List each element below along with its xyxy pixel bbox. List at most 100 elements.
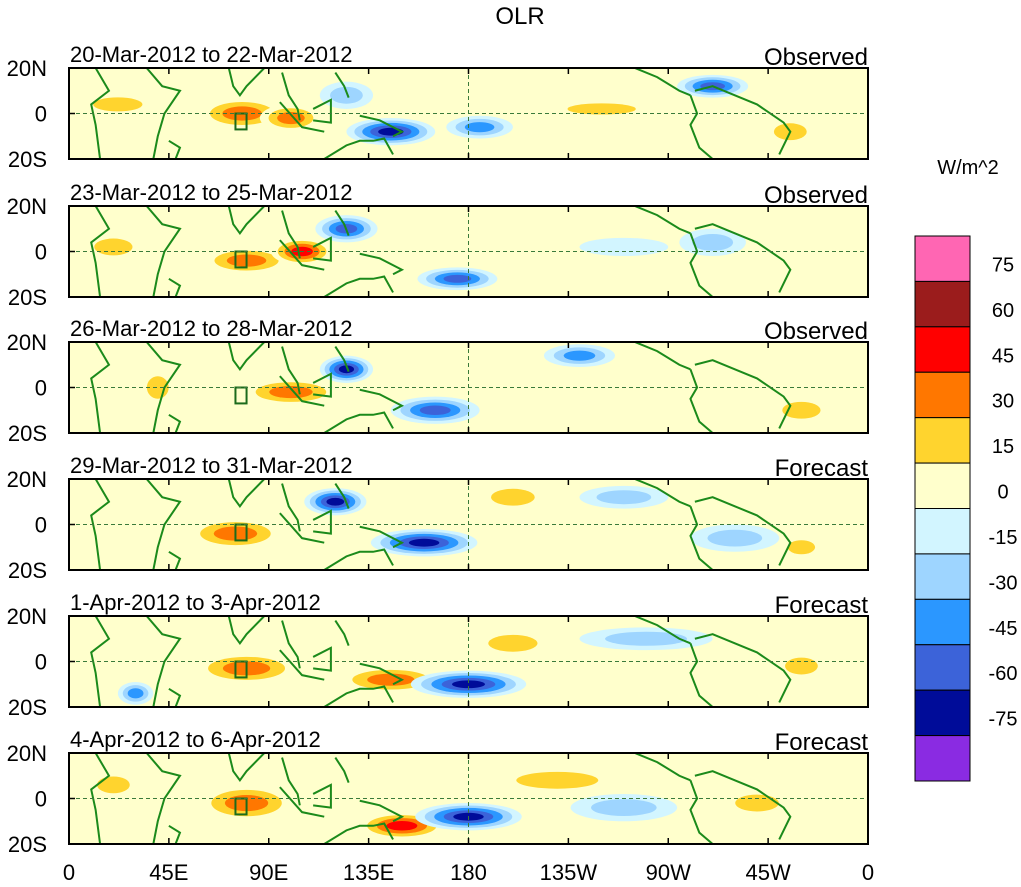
panel-label: Forecast (775, 592, 869, 619)
y-tick-label: 0 (35, 376, 47, 401)
coastline (634, 616, 691, 645)
olr-anomaly-cell (269, 385, 313, 399)
reference-box (234, 386, 248, 405)
coastline (689, 642, 714, 707)
olr-anomaly-cell (443, 274, 472, 283)
coastline (281, 346, 301, 395)
colorbar: W/m^2 75 60 45 30 15 0 -15 -30 -45 -60 -75 (914, 157, 1018, 782)
coastline (694, 359, 792, 429)
olr-anomaly-cell (605, 631, 688, 646)
olr-anomaly-cell (408, 538, 440, 547)
coastline (166, 824, 182, 844)
x-axis: 0 45E 90E 135E 180 135W 90W 45W 0 (63, 860, 874, 885)
olr-anomaly-cell (464, 122, 495, 133)
olr-anomaly-cell (563, 350, 596, 361)
coastline (145, 342, 182, 433)
panel-period: 23-Mar-2012 to 25-Mar-2012 (70, 180, 352, 205)
olr-anomaly-cell (596, 490, 652, 505)
colorbar-swatch (914, 553, 971, 600)
y-tick-label: 20N (7, 467, 47, 492)
coastline (281, 757, 301, 806)
colorbar-swatch (914, 280, 971, 328)
coastline (694, 496, 792, 566)
coastline (145, 68, 182, 159)
olr-anomaly-cell (707, 529, 763, 547)
x-tick-label: 90E (249, 860, 288, 885)
reference-box (234, 250, 248, 269)
olr-anomaly-cell (386, 821, 418, 831)
colorbar-units: W/m^2 (937, 157, 999, 179)
olr-anomaly-cell (785, 657, 818, 675)
reference-box (234, 523, 248, 542)
colorbar-label: -45 (989, 618, 1018, 640)
olr-anomaly-cell (782, 401, 821, 419)
y-tick-label: 0 (35, 102, 47, 127)
coastlines (90, 68, 792, 159)
coastline (279, 786, 325, 818)
coastline (279, 375, 325, 407)
coastline (334, 483, 350, 509)
x-tick-label: 135E (343, 860, 394, 885)
coastline (90, 206, 111, 297)
x-tick-label: 90W (646, 860, 691, 885)
coastline (359, 252, 405, 276)
coastline (634, 342, 691, 371)
coastline (312, 783, 332, 809)
coastline (312, 372, 332, 398)
coastline (227, 479, 266, 508)
coastlines (90, 479, 792, 570)
colorbar-swatch (914, 689, 971, 737)
olr-anomaly-cell (367, 673, 415, 686)
olr-anomaly-cell (468, 224, 602, 252)
colorbar-label: 75 (992, 254, 1014, 276)
coastline (312, 509, 332, 535)
olr-anomaly-field (140, 344, 833, 424)
reference-box (234, 112, 248, 131)
panel-period: 1-Apr-2012 to 3-Apr-2012 (70, 590, 321, 615)
y-tick-label: 20S (8, 832, 47, 857)
coastline (689, 779, 714, 844)
x-tick-label: 135W (540, 860, 598, 885)
coastline (359, 114, 405, 138)
panel-label: Observed (764, 44, 868, 71)
coastline (359, 662, 405, 686)
coastline (90, 616, 111, 707)
y-tick-label: 20S (8, 421, 47, 446)
olr-anomaly-cell (419, 405, 451, 415)
panel-2: 20N 0 20S 23-Mar-2012 to 25-Mar-2012 Observe… (7, 180, 869, 310)
coastline (359, 388, 405, 412)
coastline (634, 753, 691, 782)
coastline (359, 799, 405, 823)
colorbar-label: -30 (989, 572, 1018, 594)
coastline (279, 512, 325, 544)
panel-label: Observed (764, 318, 868, 345)
olr-anomaly-field (186, 483, 824, 559)
y-tick-label: 20N (7, 56, 47, 81)
coastline (227, 616, 266, 645)
olr-anomaly-cell (326, 497, 345, 506)
chart-title: OLR (495, 3, 544, 30)
x-tick-label: 0 (862, 860, 874, 885)
colorbar-label: 30 (992, 391, 1014, 413)
y-tick-label: 0 (35, 513, 47, 538)
colorbar-label: 45 (992, 345, 1014, 367)
colorbar-swatch (914, 417, 971, 464)
panel-6: 20N 0 20S 4-Apr-2012 to 6-Apr-2012 Forecast (7, 727, 869, 857)
olr-anomaly-cell (692, 234, 734, 251)
coastline (90, 68, 111, 159)
y-tick-label: 20S (8, 695, 47, 720)
olr-anomaly-cell (567, 103, 636, 115)
coastlines (90, 616, 792, 707)
y-tick-label: 20S (8, 285, 47, 310)
coastline (145, 206, 182, 297)
coastline (145, 753, 182, 844)
olr-anomaly-cell (94, 238, 133, 256)
coastline (323, 685, 394, 707)
panel-period: 4-Apr-2012 to 6-Apr-2012 (70, 727, 321, 752)
coastline (634, 206, 691, 235)
olr-anomaly-cell (96, 776, 130, 794)
panel-label: Forecast (775, 729, 869, 756)
coastline (312, 236, 332, 262)
y-tick-label: 0 (35, 240, 47, 265)
coastline (279, 101, 325, 133)
